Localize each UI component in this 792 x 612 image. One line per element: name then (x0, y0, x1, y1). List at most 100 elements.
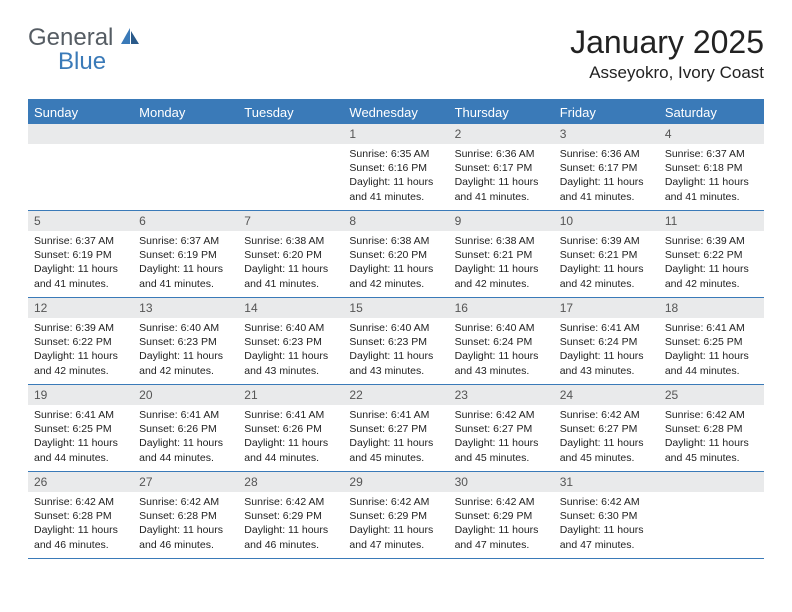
week-row: 1 Sunrise: 6:35 AMSunset: 6:16 PM Daylight… (28, 124, 764, 211)
day-cell: 26Sunrise: 6:42 AMSunset: 6:28 PMDayligh… (28, 472, 133, 558)
daylight-text: Daylight: 11 hours and 42 minutes. (665, 262, 758, 290)
sunrise-text: Sunrise: 6:42 AM (455, 495, 548, 509)
sunset-text: Sunset: 6:16 PM (349, 161, 442, 175)
sunset-text: Sunset: 6:28 PM (139, 509, 232, 523)
sunset-text: Sunset: 6:17 PM (560, 161, 653, 175)
day-cell: 8Sunrise: 6:38 AMSunset: 6:20 PMDaylight… (343, 211, 448, 297)
day-content: Sunrise: 6:41 AMSunset: 6:25 PMDaylight:… (28, 405, 133, 470)
day-content: Sunrise: 6:41 AMSunset: 6:25 PMDaylight:… (659, 318, 764, 383)
day-number: 30 (449, 472, 554, 492)
daylight-text: Daylight: 11 hours and 45 minutes. (665, 436, 758, 464)
weekday-header: Friday (554, 101, 659, 124)
day-number: 7 (238, 211, 343, 231)
sunset-text: Sunset: 6:26 PM (139, 422, 232, 436)
sunset-text: Sunset: 6:18 PM (665, 161, 758, 175)
day-cell (238, 124, 343, 210)
day-content: Sunrise: 6:40 AMSunset: 6:24 PMDaylight:… (449, 318, 554, 383)
sunset-text: Sunset: 6:26 PM (244, 422, 337, 436)
daylight-text: Daylight: 11 hours and 41 minutes. (665, 175, 758, 203)
sunrise-text: Sunrise: 6:42 AM (244, 495, 337, 509)
day-content: Sunrise: 6:38 AMSunset: 6:21 PMDaylight:… (449, 231, 554, 296)
day-number: 24 (554, 385, 659, 405)
day-content (659, 492, 764, 500)
day-content: Sunrise: 6:42 AMSunset: 6:29 PMDaylight:… (238, 492, 343, 557)
week-row: 12Sunrise: 6:39 AMSunset: 6:22 PMDayligh… (28, 298, 764, 385)
day-cell: 15Sunrise: 6:40 AMSunset: 6:23 PMDayligh… (343, 298, 448, 384)
daylight-text: Daylight: 11 hours and 41 minutes. (455, 175, 548, 203)
day-number (238, 124, 343, 144)
sunrise-text: Sunrise: 6:42 AM (665, 408, 758, 422)
sunrise-text: Sunrise: 6:35 AM (349, 147, 442, 161)
day-content: Sunrise: 6:37 AMSunset: 6:19 PMDaylight:… (28, 231, 133, 296)
sunset-text: Sunset: 6:27 PM (349, 422, 442, 436)
sunrise-text: Sunrise: 6:42 AM (139, 495, 232, 509)
day-cell: 16Sunrise: 6:40 AMSunset: 6:24 PMDayligh… (449, 298, 554, 384)
day-cell: 11Sunrise: 6:39 AMSunset: 6:22 PMDayligh… (659, 211, 764, 297)
weekday-header: Saturday (659, 101, 764, 124)
daylight-text: Daylight: 11 hours and 41 minutes. (560, 175, 653, 203)
daylight-text: Daylight: 11 hours and 43 minutes. (244, 349, 337, 377)
daylight-text: Daylight: 11 hours and 47 minutes. (455, 523, 548, 551)
day-number: 13 (133, 298, 238, 318)
day-cell: 1Sunrise: 6:35 AMSunset: 6:16 PMDaylight… (343, 124, 448, 210)
day-number: 6 (133, 211, 238, 231)
daylight-text: Daylight: 11 hours and 42 minutes. (349, 262, 442, 290)
sunset-text: Sunset: 6:27 PM (455, 422, 548, 436)
day-cell: 20Sunrise: 6:41 AMSunset: 6:26 PMDayligh… (133, 385, 238, 471)
location: Asseyokro, Ivory Coast (570, 63, 764, 83)
day-content: Sunrise: 6:39 AMSunset: 6:22 PMDaylight:… (659, 231, 764, 296)
daylight-text: Daylight: 11 hours and 43 minutes. (349, 349, 442, 377)
sunset-text: Sunset: 6:27 PM (560, 422, 653, 436)
sunset-text: Sunset: 6:21 PM (560, 248, 653, 262)
sunrise-text: Sunrise: 6:39 AM (665, 234, 758, 248)
sunrise-text: Sunrise: 6:37 AM (139, 234, 232, 248)
sunset-text: Sunset: 6:25 PM (665, 335, 758, 349)
day-number: 22 (343, 385, 448, 405)
daylight-text: Daylight: 11 hours and 46 minutes. (244, 523, 337, 551)
week-row: 26Sunrise: 6:42 AMSunset: 6:28 PMDayligh… (28, 472, 764, 559)
daylight-text: Daylight: 11 hours and 41 minutes. (244, 262, 337, 290)
day-number: 26 (28, 472, 133, 492)
sunrise-text: Sunrise: 6:38 AM (455, 234, 548, 248)
logo-sail-icon (119, 26, 141, 51)
daylight-text: Daylight: 11 hours and 42 minutes. (455, 262, 548, 290)
sunset-text: Sunset: 6:19 PM (139, 248, 232, 262)
day-number: 16 (449, 298, 554, 318)
sunrise-text: Sunrise: 6:41 AM (665, 321, 758, 335)
day-content: Sunrise: 6:42 AMSunset: 6:29 PMDaylight:… (343, 492, 448, 557)
day-cell: 7Sunrise: 6:38 AMSunset: 6:20 PMDaylight… (238, 211, 343, 297)
sunset-text: Sunset: 6:29 PM (455, 509, 548, 523)
day-content: Sunrise: 6:42 AMSunset: 6:28 PMDaylight:… (28, 492, 133, 557)
sunrise-text: Sunrise: 6:42 AM (349, 495, 442, 509)
day-cell (659, 472, 764, 558)
day-number (28, 124, 133, 144)
day-number: 18 (659, 298, 764, 318)
sunrise-text: Sunrise: 6:39 AM (34, 321, 127, 335)
day-content: Sunrise: 6:42 AMSunset: 6:30 PMDaylight:… (554, 492, 659, 557)
sunrise-text: Sunrise: 6:37 AM (34, 234, 127, 248)
day-content: Sunrise: 6:38 AMSunset: 6:20 PMDaylight:… (343, 231, 448, 296)
day-content: Sunrise: 6:40 AMSunset: 6:23 PMDaylight:… (133, 318, 238, 383)
calendar: SundayMondayTuesdayWednesdayThursdayFrid… (28, 99, 764, 559)
sunrise-text: Sunrise: 6:41 AM (244, 408, 337, 422)
day-content: Sunrise: 6:41 AMSunset: 6:26 PMDaylight:… (238, 405, 343, 470)
day-content: Sunrise: 6:39 AMSunset: 6:22 PMDaylight:… (28, 318, 133, 383)
day-number: 21 (238, 385, 343, 405)
sunrise-text: Sunrise: 6:41 AM (139, 408, 232, 422)
weekday-header-row: SundayMondayTuesdayWednesdayThursdayFrid… (28, 101, 764, 124)
day-content: Sunrise: 6:40 AMSunset: 6:23 PMDaylight:… (238, 318, 343, 383)
sunrise-text: Sunrise: 6:42 AM (455, 408, 548, 422)
day-number: 1 (343, 124, 448, 144)
day-content: Sunrise: 6:39 AMSunset: 6:21 PMDaylight:… (554, 231, 659, 296)
day-cell: 28Sunrise: 6:42 AMSunset: 6:29 PMDayligh… (238, 472, 343, 558)
day-number: 2 (449, 124, 554, 144)
sunrise-text: Sunrise: 6:42 AM (34, 495, 127, 509)
day-cell (133, 124, 238, 210)
day-content (238, 144, 343, 152)
sunset-text: Sunset: 6:17 PM (455, 161, 548, 175)
day-number: 29 (343, 472, 448, 492)
sunrise-text: Sunrise: 6:36 AM (455, 147, 548, 161)
sunset-text: Sunset: 6:23 PM (139, 335, 232, 349)
day-cell: 5Sunrise: 6:37 AMSunset: 6:19 PMDaylight… (28, 211, 133, 297)
day-cell: 18Sunrise: 6:41 AMSunset: 6:25 PMDayligh… (659, 298, 764, 384)
